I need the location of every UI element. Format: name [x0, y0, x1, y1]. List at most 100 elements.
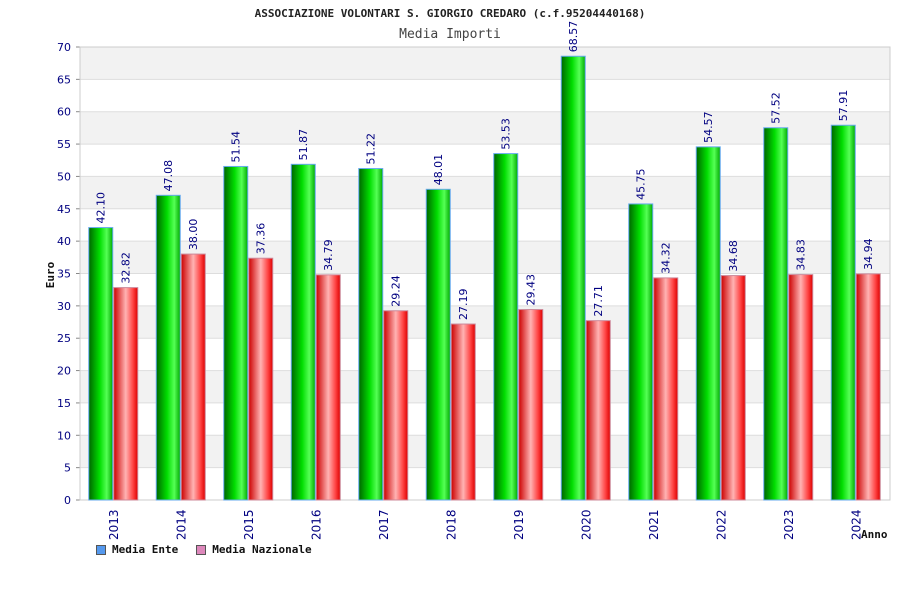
chart-title: ASSOCIAZIONE VOLONTARI S. GIORGIO CREDAR… — [255, 7, 646, 20]
y-tick-label: 35 — [57, 268, 71, 281]
data-label: 27.19 — [457, 289, 470, 321]
data-label: 42.10 — [95, 192, 108, 224]
y-tick-label: 45 — [57, 203, 71, 216]
y-tick-label: 10 — [57, 429, 71, 442]
plot-band — [80, 208, 890, 242]
plot-band — [80, 370, 890, 403]
bar-media-ente-2018 — [425, 188, 451, 501]
legend-item-media-nazionale: Media Nazionale — [196, 543, 312, 556]
bar-media-nazionale-2024 — [855, 273, 881, 501]
plot-band — [80, 467, 890, 500]
x-tick-label: 2013 — [107, 509, 121, 540]
data-label: 34.79 — [322, 239, 335, 271]
y-tick-label: 70 — [57, 41, 71, 54]
bar-media-nazionale-2018 — [450, 323, 476, 501]
y-tick-label: 20 — [57, 365, 71, 378]
bar-media-nazionale-2014 — [180, 253, 206, 501]
x-tick-label: 2021 — [647, 509, 661, 540]
x-tick-label: 2023 — [782, 509, 796, 540]
y-tick-label: 55 — [57, 138, 71, 151]
x-axis-label: Anno — [861, 528, 888, 541]
bar-media-nazionale-2021 — [653, 277, 679, 501]
legend-swatch — [196, 544, 207, 555]
x-tick-label: 2019 — [512, 509, 526, 540]
bar-media-nazionale-2015 — [248, 257, 274, 501]
plot-band — [80, 338, 890, 371]
bar-media-ente-2013 — [88, 227, 114, 501]
data-label: 34.83 — [795, 239, 808, 271]
data-label: 51.87 — [297, 129, 310, 161]
plot-band — [80, 305, 890, 339]
data-label: 57.91 — [837, 90, 850, 122]
data-label: 34.32 — [660, 242, 673, 274]
bar-media-nazionale-2019 — [518, 309, 544, 501]
data-label: 37.36 — [255, 223, 268, 255]
plot-band — [80, 144, 890, 177]
data-label: 51.54 — [230, 131, 243, 163]
data-label: 51.22 — [365, 133, 378, 165]
legend: Media Ente Media Nazionale — [96, 543, 312, 556]
data-label: 57.52 — [770, 92, 783, 124]
data-label: 29.43 — [525, 274, 538, 306]
plot-band — [80, 79, 890, 112]
plot-band — [80, 402, 890, 436]
bar-media-nazionale-2016 — [315, 274, 341, 501]
y-tick-label: 0 — [64, 494, 71, 507]
y-tick-label: 40 — [57, 235, 71, 248]
legend-label: Media Nazionale — [212, 543, 312, 556]
y-tick-label: 15 — [57, 397, 71, 410]
bar-media-ente-2020 — [560, 55, 586, 501]
x-tick-label: 2016 — [309, 509, 323, 540]
y-tick-label: 25 — [57, 332, 71, 345]
plot-band — [80, 241, 890, 274]
x-tick-label: 2022 — [714, 509, 728, 540]
plot-band — [80, 111, 890, 145]
plot-band — [80, 435, 890, 468]
data-label: 54.57 — [702, 111, 715, 143]
legend-swatch — [96, 544, 106, 555]
plot-band — [80, 47, 890, 80]
y-tick-label: 65 — [57, 73, 71, 86]
bar-media-nazionale-2022 — [720, 275, 746, 501]
bar-media-ente-2019 — [493, 153, 519, 501]
bar-media-ente-2024 — [830, 124, 856, 501]
x-tick-label: 2014 — [174, 509, 188, 540]
data-label: 47.08 — [162, 160, 175, 192]
data-label: 34.68 — [727, 240, 740, 272]
plot-band — [80, 273, 890, 306]
bar-media-ente-2015 — [223, 165, 249, 501]
legend-label: Media Ente — [112, 543, 179, 556]
bar-media-ente-2023 — [763, 127, 789, 501]
data-label: 45.75 — [635, 168, 648, 200]
data-label: 29.24 — [390, 275, 403, 307]
plot-band — [80, 176, 890, 209]
y-axis-label: Euro — [44, 261, 57, 288]
bar-media-nazionale-2017 — [383, 310, 409, 501]
data-label: 27.71 — [592, 285, 605, 317]
x-tick-label: 2018 — [444, 509, 458, 540]
bar-media-nazionale-2023 — [788, 274, 814, 501]
data-label: 38.00 — [187, 219, 200, 251]
x-tick-label: 2015 — [242, 509, 256, 540]
x-tick-label: 2020 — [579, 509, 593, 540]
data-label: 68.57 — [567, 21, 580, 53]
y-tick-label: 5 — [64, 462, 71, 475]
data-label: 32.82 — [120, 252, 133, 284]
x-tick-label: 2017 — [377, 509, 391, 540]
legend-item-media-ente: Media Ente — [96, 543, 178, 556]
y-tick-label: 50 — [57, 170, 71, 183]
y-tick-label: 30 — [57, 300, 71, 313]
y-tick-label: 60 — [57, 106, 71, 119]
x-tick-label: 2024 — [849, 509, 863, 540]
data-label: 34.94 — [862, 238, 875, 270]
data-label: 53.53 — [500, 118, 513, 150]
bar-media-nazionale-2013 — [113, 287, 139, 501]
data-label: 48.01 — [432, 154, 445, 186]
bar-media-ente-2014 — [155, 194, 181, 501]
bar-media-ente-2021 — [628, 203, 654, 501]
chart-subtitle: Media Importi — [399, 27, 501, 42]
bar-media-ente-2022 — [695, 146, 721, 501]
plot-frame — [79, 46, 891, 501]
bar-media-nazionale-2020 — [585, 320, 611, 501]
